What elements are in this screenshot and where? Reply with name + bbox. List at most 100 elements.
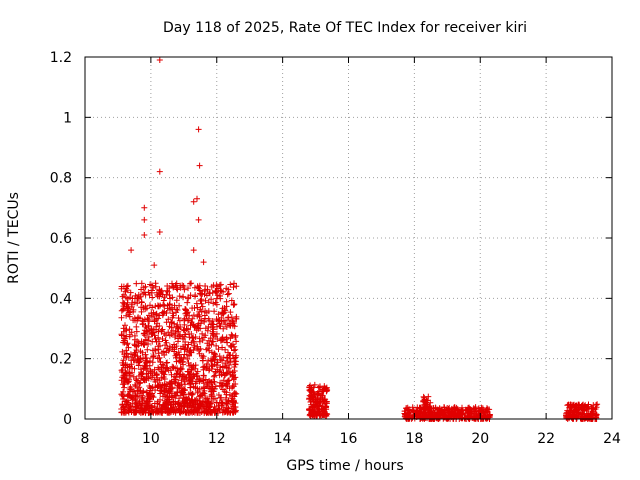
x-axis-label: GPS time / hours xyxy=(286,458,403,474)
x-tick-label: 20 xyxy=(471,431,489,447)
data-point xyxy=(124,340,131,347)
data-point xyxy=(205,299,212,306)
data-point xyxy=(191,284,198,291)
data-point xyxy=(199,330,206,337)
data-point xyxy=(167,295,173,302)
data-point xyxy=(151,262,158,269)
data-point xyxy=(197,297,204,304)
data-point xyxy=(147,358,153,364)
data-point xyxy=(139,317,146,324)
data-point xyxy=(118,332,125,339)
data-point xyxy=(195,325,202,332)
data-point xyxy=(231,280,237,287)
data-point xyxy=(127,384,134,391)
data-point xyxy=(223,298,230,305)
data-point xyxy=(175,315,182,321)
data-point xyxy=(159,336,166,342)
data-point xyxy=(424,403,430,410)
data-point xyxy=(163,291,170,298)
data-point xyxy=(138,280,145,287)
data-point xyxy=(223,285,230,292)
data-point xyxy=(316,398,323,405)
data-point xyxy=(176,395,183,402)
data-point xyxy=(164,345,171,352)
data-point xyxy=(197,345,204,352)
data-point xyxy=(161,381,168,388)
data-point xyxy=(145,333,152,340)
data-point xyxy=(228,297,235,304)
data-point xyxy=(128,357,135,364)
data-point xyxy=(216,353,223,360)
data-point xyxy=(188,319,195,326)
data-point xyxy=(455,408,462,414)
data-point xyxy=(315,391,322,398)
data-point xyxy=(166,285,173,292)
data-point xyxy=(221,372,228,379)
data-point xyxy=(233,338,240,345)
data-point xyxy=(166,301,173,307)
data-point xyxy=(415,411,422,418)
data-point xyxy=(121,353,128,360)
data-point xyxy=(210,373,217,380)
data-point xyxy=(126,369,132,376)
data-point xyxy=(201,390,208,397)
data-point xyxy=(130,306,137,313)
data-point xyxy=(155,334,162,341)
data-point xyxy=(170,364,177,371)
data-point xyxy=(209,328,216,335)
y-tick-labels: 0 0.2 0.4 0.6 0.8 1 1.2 xyxy=(50,50,72,428)
data-point xyxy=(126,331,133,338)
data-point xyxy=(123,398,130,405)
data-point xyxy=(156,168,163,175)
data-point xyxy=(125,344,132,351)
data-point xyxy=(143,359,150,366)
data-point xyxy=(421,398,428,405)
data-point xyxy=(193,300,200,307)
data-point xyxy=(199,357,206,364)
data-point xyxy=(119,381,126,388)
y-tick-label: 0.4 xyxy=(50,291,72,307)
data-point xyxy=(132,383,139,390)
data-point xyxy=(119,402,126,409)
data-point xyxy=(119,299,126,306)
data-point xyxy=(135,339,142,346)
data-point xyxy=(449,410,455,417)
data-point xyxy=(187,349,194,356)
data-point xyxy=(180,326,187,333)
data-point xyxy=(189,305,196,312)
data-point xyxy=(196,350,203,357)
y-tick-label: 1.2 xyxy=(50,50,72,66)
x-tick-label: 8 xyxy=(81,431,90,447)
data-point xyxy=(147,281,154,288)
data-point xyxy=(123,312,130,319)
data-point xyxy=(196,375,203,382)
data-point xyxy=(137,379,144,386)
data-point xyxy=(118,283,125,290)
data-point xyxy=(176,371,183,378)
data-point xyxy=(204,402,211,409)
data-point xyxy=(126,363,133,370)
data-point xyxy=(211,372,218,379)
data-point xyxy=(185,368,192,375)
data-point xyxy=(188,339,195,346)
data-point xyxy=(172,393,179,399)
data-point xyxy=(134,387,141,394)
data-point xyxy=(224,291,231,298)
data-point xyxy=(185,395,192,402)
data-point xyxy=(212,369,219,376)
data-point xyxy=(215,346,222,353)
data-point xyxy=(136,384,143,391)
data-point xyxy=(171,348,178,355)
data-point xyxy=(181,321,188,328)
data-point xyxy=(308,401,315,408)
data-point xyxy=(212,333,219,340)
data-point xyxy=(164,288,171,295)
data-point xyxy=(128,301,135,308)
data-point xyxy=(209,409,216,416)
data-point xyxy=(132,409,139,416)
data-point xyxy=(186,312,193,319)
data-point xyxy=(176,317,183,324)
data-point xyxy=(185,295,192,302)
data-point xyxy=(181,286,188,293)
